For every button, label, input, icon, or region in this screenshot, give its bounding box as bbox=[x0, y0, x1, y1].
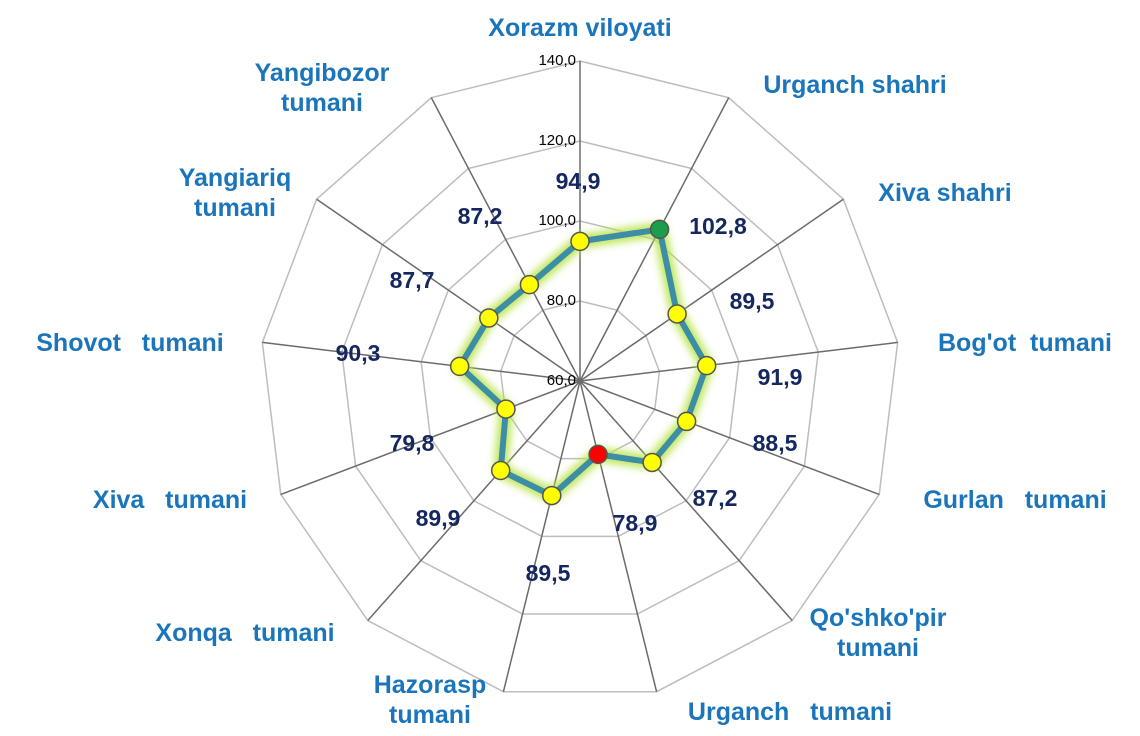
y-tick-label: 100,0 bbox=[538, 212, 576, 229]
axis-spoke bbox=[316, 198, 581, 382]
data-point bbox=[667, 304, 687, 324]
category-label: Urganch tumani bbox=[687, 698, 893, 726]
data-point bbox=[449, 356, 470, 377]
data-point bbox=[490, 460, 511, 481]
grid-ring bbox=[499, 300, 661, 460]
axis-spoke bbox=[579, 341, 898, 382]
data-label: 89,5 bbox=[526, 560, 571, 586]
data-point bbox=[542, 485, 562, 506]
data-label: 88,5 bbox=[753, 430, 798, 456]
axis-spoke bbox=[430, 97, 581, 382]
category-label: Bog'ot tumani bbox=[938, 329, 1112, 357]
data-label: 79,8 bbox=[390, 430, 435, 456]
category-label: Gurlan tumani bbox=[923, 486, 1107, 514]
data-label: 90,3 bbox=[336, 340, 381, 366]
category-label: Xiva tumani bbox=[92, 486, 248, 514]
category-label: Qo'shko'pir tumani bbox=[809, 604, 954, 662]
data-point bbox=[479, 308, 499, 328]
data-label: 94,9 bbox=[556, 168, 601, 194]
data-point bbox=[496, 399, 516, 419]
data-label: 91,9 bbox=[758, 364, 803, 390]
category-label: Yangibozor tumani bbox=[254, 59, 397, 117]
data-label: 89,5 bbox=[730, 288, 775, 314]
category-label: Xonqa tumani bbox=[155, 619, 335, 647]
data-label: 87,2 bbox=[693, 485, 738, 511]
y-tick-label: 120,0 bbox=[538, 132, 576, 149]
axis-spoke bbox=[280, 380, 581, 496]
data-point bbox=[696, 355, 717, 376]
data-point bbox=[570, 231, 590, 252]
data-point bbox=[676, 411, 697, 432]
category-label: Shovot tumani bbox=[36, 329, 224, 357]
data-point bbox=[588, 444, 608, 465]
category-label: Urganch shahri bbox=[763, 71, 947, 99]
grid-ring bbox=[340, 140, 820, 615]
y-tick-label: 140,0 bbox=[538, 52, 576, 69]
grid-ring bbox=[261, 60, 899, 693]
data-label: 102,8 bbox=[689, 213, 747, 239]
grid-ring bbox=[420, 220, 740, 538]
data-label: 89,9 bbox=[416, 505, 461, 531]
category-label: Hazorasp tumani bbox=[373, 671, 494, 729]
axis-spoke bbox=[262, 341, 581, 382]
category-label: Xorazm viloyati bbox=[488, 14, 672, 42]
axis-spoke bbox=[502, 380, 581, 692]
axis-spoke bbox=[579, 198, 844, 382]
y-tick-label: 80,0 bbox=[547, 292, 576, 309]
axis-spoke bbox=[579, 380, 793, 622]
y-tick-label: 60,0 bbox=[547, 372, 576, 389]
data-label: 87,2 bbox=[458, 203, 503, 229]
data-label: 78,9 bbox=[613, 510, 658, 536]
data-point bbox=[649, 219, 670, 240]
category-label: Yangiariq tumani bbox=[178, 164, 299, 222]
data-point bbox=[519, 274, 540, 295]
axis-spoke bbox=[367, 380, 581, 622]
axis-spoke bbox=[579, 380, 658, 692]
data-label: 87,7 bbox=[390, 267, 435, 293]
axis-spoke bbox=[579, 380, 880, 496]
category-label: Xiva shahri bbox=[878, 179, 1012, 207]
data-point bbox=[642, 452, 662, 473]
axis-spoke bbox=[579, 97, 730, 382]
